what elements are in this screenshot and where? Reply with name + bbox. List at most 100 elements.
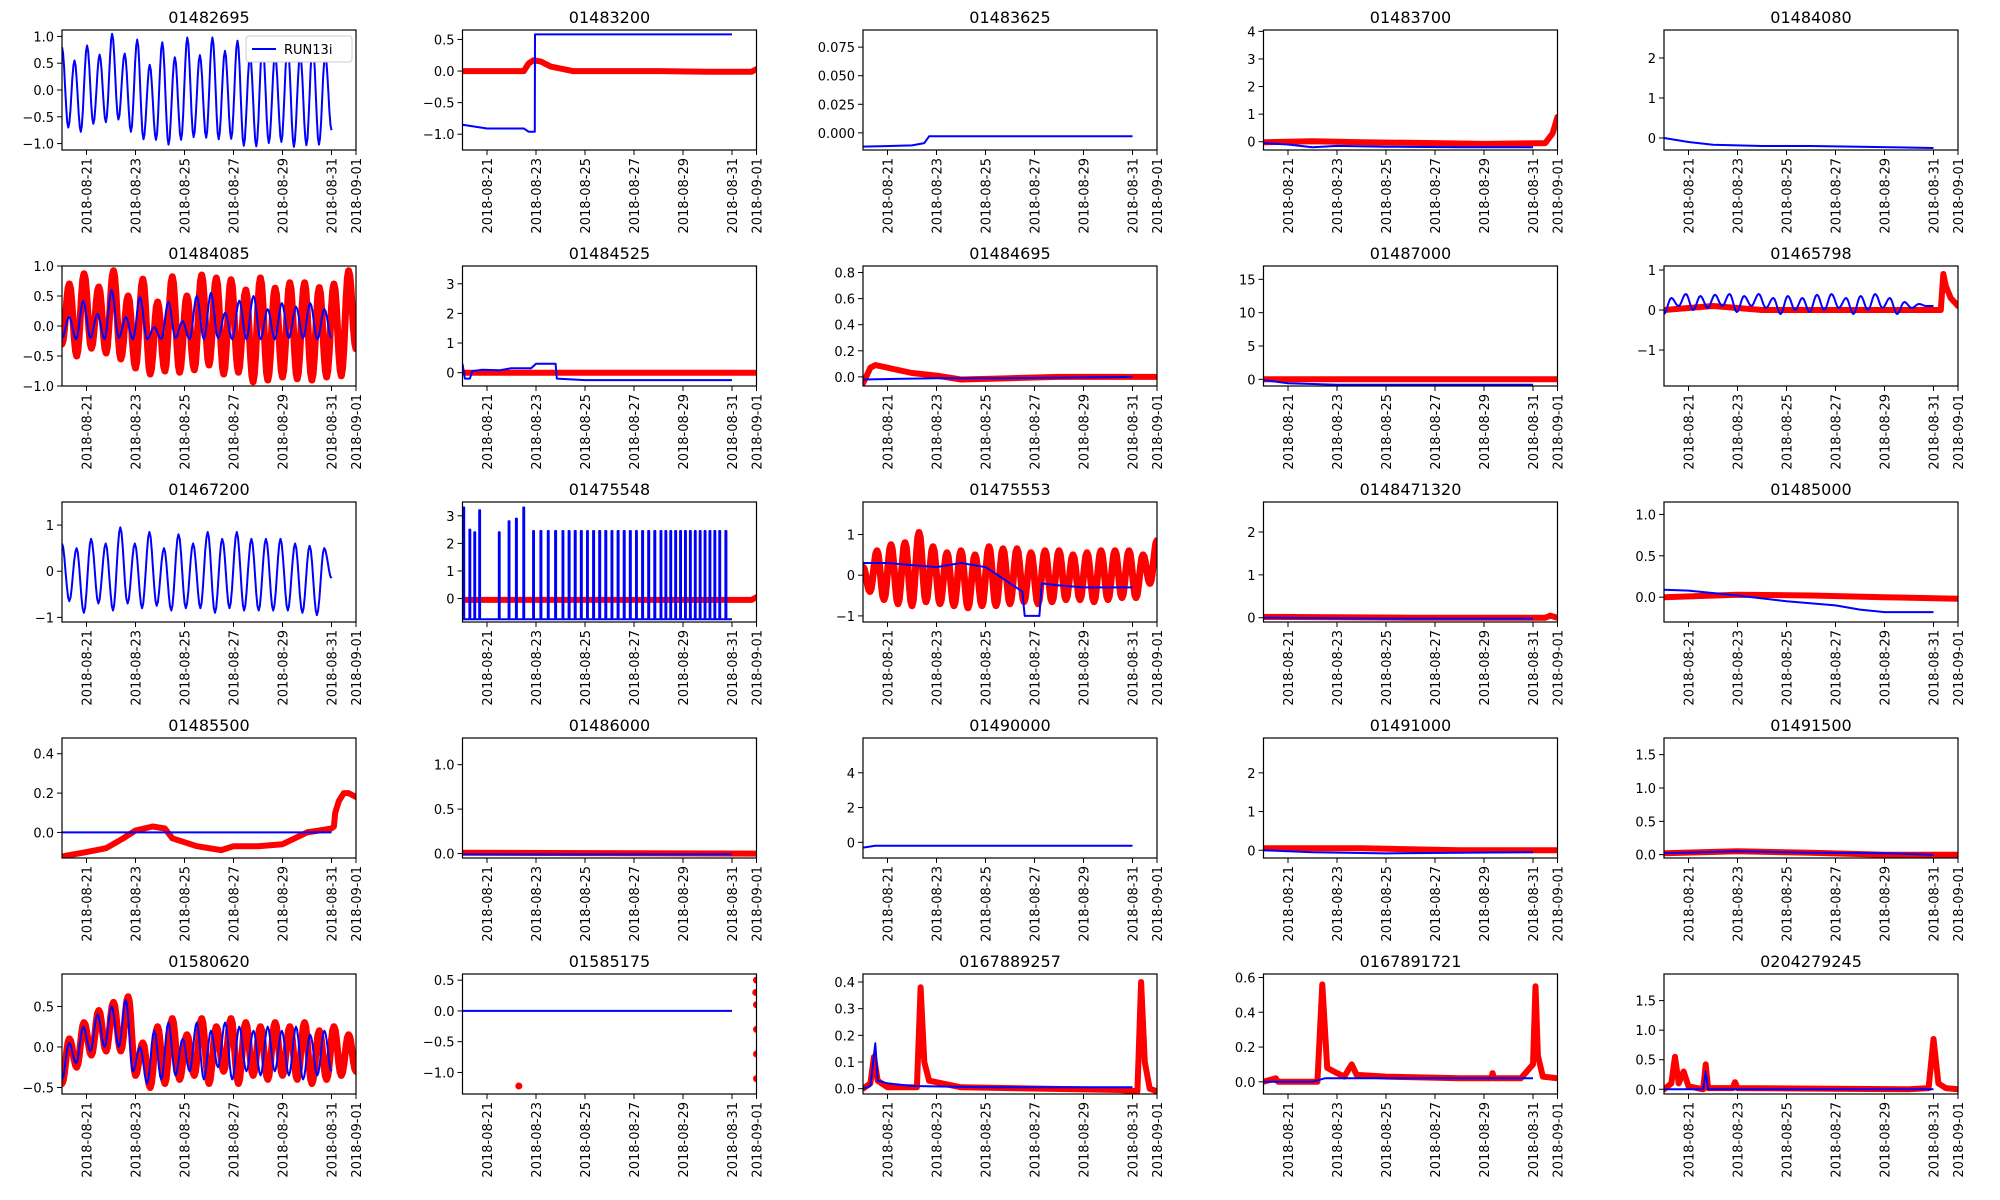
x-tick-label: 2018-08-29 — [1478, 1102, 1493, 1178]
y-tick-label: 0.0 — [434, 1005, 455, 1020]
observed-point — [753, 1050, 757, 1058]
model-series-line — [1263, 142, 1533, 149]
observed-series — [1664, 1036, 1958, 1093]
subplot-0148471320: 0148471320 0 1 2 2018-08-21 2018-08-23 2018-08… — [1247, 480, 1566, 706]
legend: RUN13i — [245, 35, 353, 63]
x-tick-label: 2018-08-27 — [228, 630, 243, 706]
x-tick-label: 2018-08-25 — [579, 394, 594, 470]
x-tick-label: 2018-08-21 — [81, 630, 96, 706]
subplot-01484080: 01484080 0 1 2 2018-08-21 2018-08-23 2018-08-2… — [1648, 8, 1967, 234]
x-tick-label: 2018-08-23 — [1331, 394, 1346, 470]
plot-area — [462, 506, 757, 621]
y-tick-label: 0.8 — [834, 267, 855, 282]
model-series-line — [863, 562, 1133, 617]
x-tick-label: 2018-08-31 — [326, 866, 341, 942]
plot-area — [1263, 981, 1558, 1085]
subplot-title: 01475553 — [969, 480, 1050, 499]
x-tick-label: 2018-08-23 — [130, 630, 145, 706]
x-tick-label: 2018-08-31 — [1127, 394, 1142, 470]
y-tick-label: 0.0 — [834, 371, 855, 386]
model-series-line — [1664, 588, 1934, 614]
x-tick-label: 2018-08-29 — [1078, 866, 1093, 942]
x-tick-label: 2018-08-25 — [980, 394, 995, 470]
legend-box — [245, 35, 353, 63]
model-series-line — [1664, 293, 1934, 315]
axes-frame — [61, 737, 357, 859]
axes-frame — [1262, 265, 1559, 387]
axes-frame — [1663, 737, 1959, 859]
x-tick-label: 2018-08-29 — [277, 630, 292, 706]
axes-frame — [461, 265, 758, 387]
y-tick-label: 0.0 — [33, 1041, 54, 1056]
y-tick-label: 1.0 — [1635, 508, 1656, 523]
y-tick-label: 0.5 — [434, 974, 455, 989]
x-tick-label: 2018-08-25 — [1380, 866, 1395, 942]
model-series-line — [863, 135, 1133, 148]
x-tick-label: 2018-08-31 — [1928, 394, 1943, 470]
x-tick-label: 2018-08-27 — [1029, 394, 1044, 470]
x-tick-label: 2018-08-31 — [726, 1102, 741, 1178]
subplot-title: 01483200 — [569, 8, 650, 27]
x-tick-label: 2018-08-23 — [931, 158, 946, 234]
y-tick-label: 4 — [1247, 25, 1255, 40]
axes-frame — [862, 973, 1158, 1095]
observed-series — [62, 993, 356, 1091]
x-tick-label: 2018-08-29 — [1879, 394, 1894, 470]
subplot-01490000: 01490000 0 2 4 2018-08-21 2018-08-23 2018-08-2… — [847, 716, 1166, 942]
axes-frame — [1262, 29, 1559, 151]
model-series-line — [1263, 849, 1534, 855]
subplot-01491500: 01491500 0.0 0.5 1.0 1.5 2018-08-21 2018-08-23… — [1635, 716, 1967, 942]
model-series-line — [863, 375, 1133, 381]
y-tick-label: −1 — [836, 610, 855, 625]
y-tick-label: 1 — [446, 565, 454, 580]
x-tick-label: 2018-08-31 — [1527, 630, 1542, 706]
x-tick-label: 2018-08-31 — [326, 1102, 341, 1178]
x-tick-label: 2018-08-21 — [81, 158, 96, 234]
y-tick-label: 2 — [1247, 81, 1255, 96]
axes-frame — [461, 737, 758, 859]
x-tick-label: 2018-08-25 — [980, 1102, 995, 1178]
plot-area — [462, 362, 757, 382]
x-tick-label: 2018-08-23 — [1331, 630, 1346, 706]
plot-area — [1664, 1036, 1958, 1093]
x-tick-label: 2018-09-01 — [1552, 866, 1567, 942]
x-tick-label: 2018-08-25 — [980, 630, 995, 706]
x-tick-label: 2018-08-29 — [1078, 394, 1093, 470]
subplot-01483200: 01483200 −1.0 −0.5 0.0 0.5 2018-08-21 2018-08-… — [423, 8, 766, 234]
x-tick-label: 2018-08-25 — [1781, 1102, 1796, 1178]
x-tick-label: 2018-09-01 — [350, 158, 365, 234]
y-tick-label: 1 — [1247, 108, 1255, 123]
subplot-title: 01483700 — [1370, 8, 1451, 27]
legend-label: RUN13i — [284, 43, 332, 58]
x-tick-label: 2018-08-29 — [677, 866, 692, 942]
axes-frame — [1663, 265, 1959, 387]
x-tick-label: 2018-08-31 — [1527, 158, 1542, 234]
x-tick-label: 2018-08-25 — [980, 158, 995, 234]
x-tick-label: 2018-08-31 — [1527, 394, 1542, 470]
model-series-line — [62, 526, 333, 617]
x-tick-label: 2018-08-31 — [1928, 158, 1943, 234]
y-tick-label: 0.0 — [33, 826, 54, 841]
axes-frame — [1262, 501, 1559, 623]
y-tick-label: 0 — [1247, 373, 1255, 388]
x-tick-label: 2018-08-31 — [1928, 630, 1943, 706]
y-tick-label: 0.050 — [818, 70, 855, 85]
x-tick-label: 2018-08-27 — [628, 1102, 643, 1178]
observed-series — [1664, 271, 1958, 313]
y-tick-label: 0.0 — [33, 320, 54, 335]
x-tick-label: 2018-08-25 — [1380, 1102, 1395, 1178]
plot-area — [62, 993, 356, 1091]
y-tick-label: 1 — [446, 337, 454, 352]
subplot-title: 01484085 — [168, 244, 249, 263]
y-tick-label: 0.0 — [434, 65, 455, 80]
x-tick-label: 2018-09-01 — [1151, 394, 1166, 470]
y-tick-label: −0.5 — [22, 111, 54, 126]
plot-area — [62, 790, 356, 858]
observed-series — [863, 362, 1157, 386]
x-tick-label: 2018-08-27 — [1830, 394, 1845, 470]
x-tick-label: 2018-08-25 — [1380, 394, 1395, 470]
axes-frame — [862, 501, 1158, 623]
x-tick-label: 2018-08-25 — [579, 630, 594, 706]
x-tick-label: 2018-08-27 — [1029, 158, 1044, 234]
axes-frame — [1262, 973, 1559, 1095]
